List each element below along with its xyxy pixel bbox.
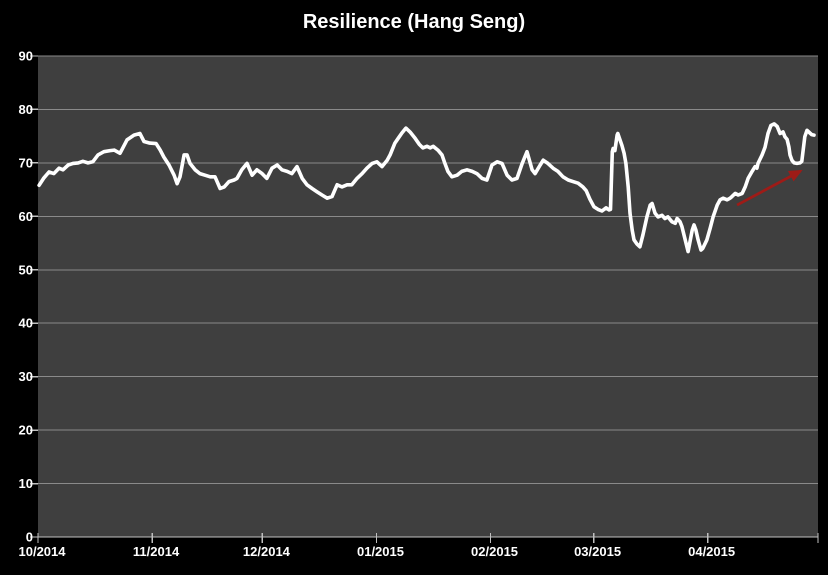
plot-background [38,56,818,537]
y-tick-label: 80 [19,102,33,117]
y-tick-label: 70 [19,155,33,170]
x-tick-label: 12/2014 [243,544,291,559]
y-tick-label: 20 [19,423,33,438]
y-tick-label: 10 [19,476,33,491]
series-line [37,122,816,254]
x-tick-label: 10/2014 [19,544,67,559]
x-tick-label: 04/2015 [688,544,735,559]
trend-arrow [736,169,803,207]
y-tick-label: 30 [19,369,33,384]
y-tick-label: 40 [19,316,33,331]
y-tick-label: 90 [19,49,33,64]
y-tick-label: 50 [19,262,33,277]
chart-title: Resilience (Hang Seng) [302,11,526,33]
y-tick-label: 0 [26,530,33,545]
y-tick-label: 60 [19,209,33,224]
x-tick-label: 01/2015 [357,544,404,559]
x-tick-label: 11/2014 [133,544,180,559]
x-tick-label: 02/2015 [471,544,518,559]
x-tick-label: 03/2015 [574,544,621,559]
